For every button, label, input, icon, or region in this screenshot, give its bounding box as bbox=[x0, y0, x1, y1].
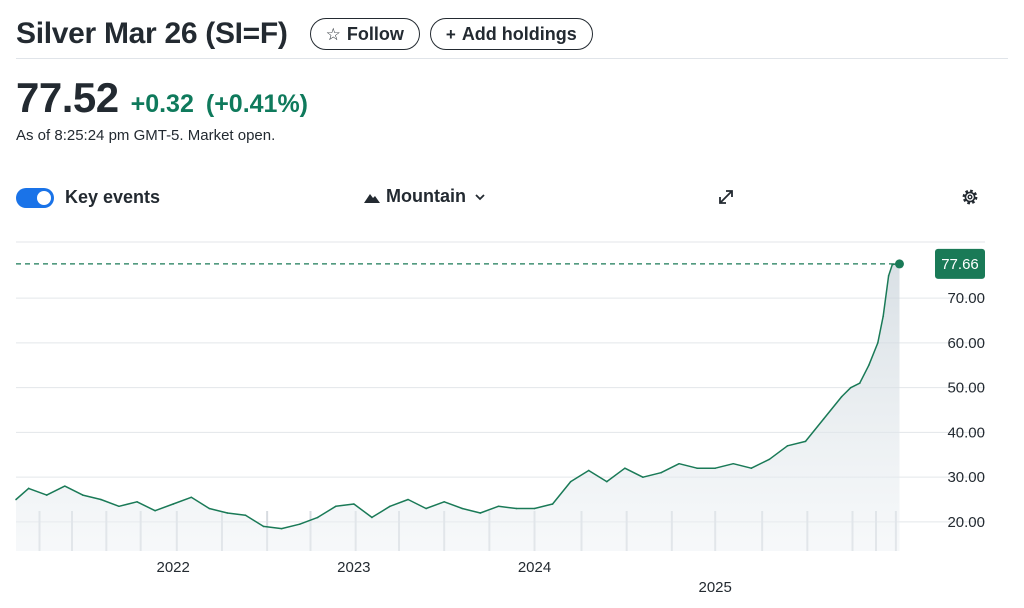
x-tick-label: 2024 bbox=[518, 559, 551, 576]
quote-header: Silver Mar 26 (SI=F) ☆ Follow + Add hold… bbox=[16, 10, 1008, 59]
price-point bbox=[533, 507, 536, 510]
last-price-tag bbox=[935, 248, 985, 279]
price-point bbox=[882, 315, 885, 317]
last-price-dot bbox=[894, 259, 904, 269]
price-point bbox=[867, 364, 870, 367]
price-point bbox=[714, 467, 716, 470]
toggle-knob bbox=[37, 191, 51, 205]
price-point bbox=[244, 514, 247, 517]
chevron-down-icon bbox=[475, 193, 485, 200]
quote-summary: 77.52 +0.32 (+0.41%) bbox=[16, 74, 308, 122]
mountain-icon bbox=[364, 193, 380, 203]
price-point bbox=[190, 496, 193, 499]
price-point bbox=[660, 471, 662, 474]
price-point bbox=[154, 509, 156, 512]
price-point bbox=[551, 503, 554, 505]
price-point bbox=[226, 512, 229, 514]
chart-settings-button[interactable] bbox=[960, 187, 980, 212]
star-outline-icon: ☆ bbox=[325, 24, 341, 44]
price-point bbox=[696, 467, 698, 470]
price-line bbox=[15, 263, 900, 530]
price-point bbox=[63, 485, 66, 487]
expand-icon bbox=[719, 190, 733, 204]
price-area bbox=[16, 263, 900, 551]
x-tick-label: 2022 bbox=[156, 559, 189, 576]
price-change-percent: (+0.41%) bbox=[205, 90, 309, 118]
price-point bbox=[887, 274, 890, 277]
price-point bbox=[82, 494, 84, 496]
price-point bbox=[27, 487, 30, 490]
chart-controls: Key events Mountain bbox=[16, 184, 1008, 212]
chart-type-label: Mountain bbox=[386, 186, 466, 206]
plus-icon: + bbox=[445, 24, 456, 44]
price-point bbox=[497, 505, 500, 508]
price-point bbox=[822, 418, 825, 420]
market-status: As of 8:25:24 pm GMT-5. Market open. bbox=[16, 127, 276, 144]
follow-button[interactable]: ☆ Follow bbox=[309, 18, 420, 50]
add-holdings-button[interactable]: + Add holdings bbox=[429, 18, 593, 50]
price-point bbox=[768, 458, 771, 461]
price-point bbox=[840, 395, 843, 398]
price-point bbox=[515, 507, 518, 510]
price-point bbox=[100, 498, 102, 501]
price-point bbox=[750, 467, 753, 470]
price-point bbox=[15, 498, 17, 501]
y-tick-label: 40.00 bbox=[947, 424, 985, 441]
expand-chart-button[interactable] bbox=[716, 187, 736, 212]
price-point bbox=[587, 469, 590, 472]
price-point bbox=[678, 462, 680, 465]
price-point bbox=[172, 503, 174, 505]
price-point bbox=[605, 480, 608, 483]
price-point bbox=[443, 500, 445, 503]
price-point bbox=[45, 494, 48, 496]
price-point bbox=[786, 445, 789, 447]
price-point bbox=[136, 500, 138, 503]
price-point bbox=[479, 512, 482, 514]
x-tick-label: 2025 bbox=[699, 579, 732, 596]
price-point bbox=[732, 462, 735, 465]
price-point bbox=[316, 516, 319, 519]
key-events-toggle[interactable] bbox=[16, 188, 54, 208]
price-point bbox=[118, 505, 120, 508]
price-point bbox=[407, 498, 409, 501]
price-point bbox=[298, 523, 301, 525]
y-tick-label: 50.00 bbox=[947, 380, 985, 397]
price-point bbox=[804, 440, 807, 443]
price-point bbox=[371, 516, 373, 519]
price-point bbox=[389, 505, 391, 508]
y-tick-label: 70.00 bbox=[947, 290, 985, 307]
last-price-label: 77.66 bbox=[941, 256, 979, 273]
price-point bbox=[642, 476, 644, 478]
x-tick-label: 2023 bbox=[337, 559, 370, 576]
price-point bbox=[461, 507, 464, 510]
key-events-label: Key events bbox=[65, 187, 161, 207]
price-point bbox=[208, 507, 211, 510]
follow-label: Follow bbox=[346, 23, 404, 44]
price-point bbox=[425, 507, 427, 510]
price-point bbox=[353, 503, 355, 505]
y-tick-label: 60.00 bbox=[947, 335, 985, 352]
last-price: 77.52 bbox=[16, 74, 119, 121]
gear-icon bbox=[962, 189, 978, 205]
price-point bbox=[280, 527, 283, 530]
price-point bbox=[876, 342, 879, 344]
add-holdings-label: Add holdings bbox=[461, 23, 577, 44]
price-point bbox=[569, 480, 572, 483]
price-chart[interactable]: 20.00 30.00 40.00 50.00 60.00 70.00 77.66 2022 2… bbox=[0, 226, 1024, 608]
price-change: +0.32 bbox=[130, 90, 194, 118]
price-point bbox=[858, 382, 861, 384]
price-point bbox=[849, 386, 852, 389]
price-point bbox=[262, 525, 265, 528]
page-title: Silver Mar 26 (SI=F) bbox=[16, 17, 288, 50]
y-tick-label: 30.00 bbox=[947, 469, 985, 486]
y-tick-label: 20.00 bbox=[947, 514, 985, 531]
price-point bbox=[334, 505, 337, 508]
price-point bbox=[624, 467, 626, 470]
chart-type-dropdown[interactable]: Mountain bbox=[364, 186, 492, 207]
